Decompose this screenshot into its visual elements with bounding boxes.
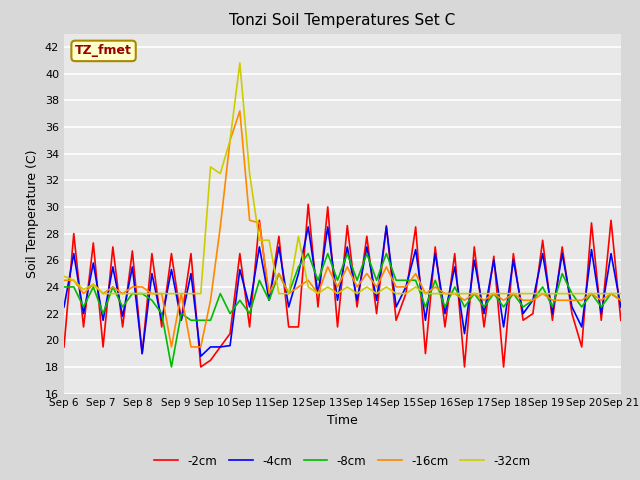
-32cm bbox=[99, 291, 107, 297]
-2cm bbox=[207, 358, 214, 363]
-16cm bbox=[490, 291, 498, 297]
-4cm bbox=[597, 311, 605, 316]
-8cm bbox=[548, 304, 556, 310]
-16cm bbox=[617, 298, 625, 303]
Y-axis label: Soil Temperature (C): Soil Temperature (C) bbox=[26, 149, 39, 278]
-16cm bbox=[451, 291, 459, 297]
-4cm bbox=[548, 311, 556, 316]
-8cm bbox=[197, 317, 205, 323]
-4cm bbox=[305, 224, 312, 230]
-32cm bbox=[597, 291, 605, 297]
-8cm bbox=[168, 364, 175, 370]
-2cm bbox=[187, 251, 195, 256]
Line: -2cm: -2cm bbox=[64, 204, 621, 367]
-2cm bbox=[617, 317, 625, 323]
-4cm bbox=[187, 271, 195, 276]
-16cm bbox=[548, 298, 556, 303]
Line: -4cm: -4cm bbox=[64, 227, 621, 356]
-2cm bbox=[60, 344, 68, 350]
-32cm bbox=[60, 274, 68, 279]
-16cm bbox=[597, 298, 605, 303]
-32cm bbox=[451, 291, 459, 297]
-8cm bbox=[490, 291, 498, 297]
Title: Tonzi Soil Temperatures Set C: Tonzi Soil Temperatures Set C bbox=[229, 13, 456, 28]
-16cm bbox=[207, 298, 214, 303]
-2cm bbox=[490, 253, 498, 259]
-32cm bbox=[548, 291, 556, 297]
-32cm bbox=[207, 164, 214, 170]
-32cm bbox=[197, 291, 205, 297]
-4cm bbox=[207, 344, 214, 350]
Text: TZ_fmet: TZ_fmet bbox=[75, 44, 132, 58]
-8cm bbox=[60, 284, 68, 290]
-16cm bbox=[168, 344, 175, 350]
-2cm bbox=[197, 364, 205, 370]
-2cm bbox=[597, 317, 605, 323]
-8cm bbox=[451, 284, 459, 290]
-8cm bbox=[597, 304, 605, 310]
Line: -32cm: -32cm bbox=[64, 63, 621, 294]
-4cm bbox=[197, 353, 205, 359]
-8cm bbox=[305, 251, 312, 256]
Line: -16cm: -16cm bbox=[64, 111, 621, 347]
-16cm bbox=[197, 344, 205, 350]
-2cm bbox=[451, 251, 459, 256]
-4cm bbox=[617, 304, 625, 310]
-4cm bbox=[60, 304, 68, 310]
Legend: -2cm, -4cm, -8cm, -16cm, -32cm: -2cm, -4cm, -8cm, -16cm, -32cm bbox=[150, 450, 535, 472]
-8cm bbox=[617, 298, 625, 303]
-4cm bbox=[451, 264, 459, 270]
-32cm bbox=[490, 291, 498, 297]
-32cm bbox=[236, 60, 244, 66]
-16cm bbox=[236, 108, 244, 114]
-2cm bbox=[305, 202, 312, 207]
-4cm bbox=[490, 257, 498, 263]
Line: -8cm: -8cm bbox=[64, 253, 621, 367]
-2cm bbox=[548, 317, 556, 323]
-16cm bbox=[60, 277, 68, 283]
-8cm bbox=[207, 317, 214, 323]
-32cm bbox=[617, 291, 625, 297]
X-axis label: Time: Time bbox=[327, 414, 358, 427]
